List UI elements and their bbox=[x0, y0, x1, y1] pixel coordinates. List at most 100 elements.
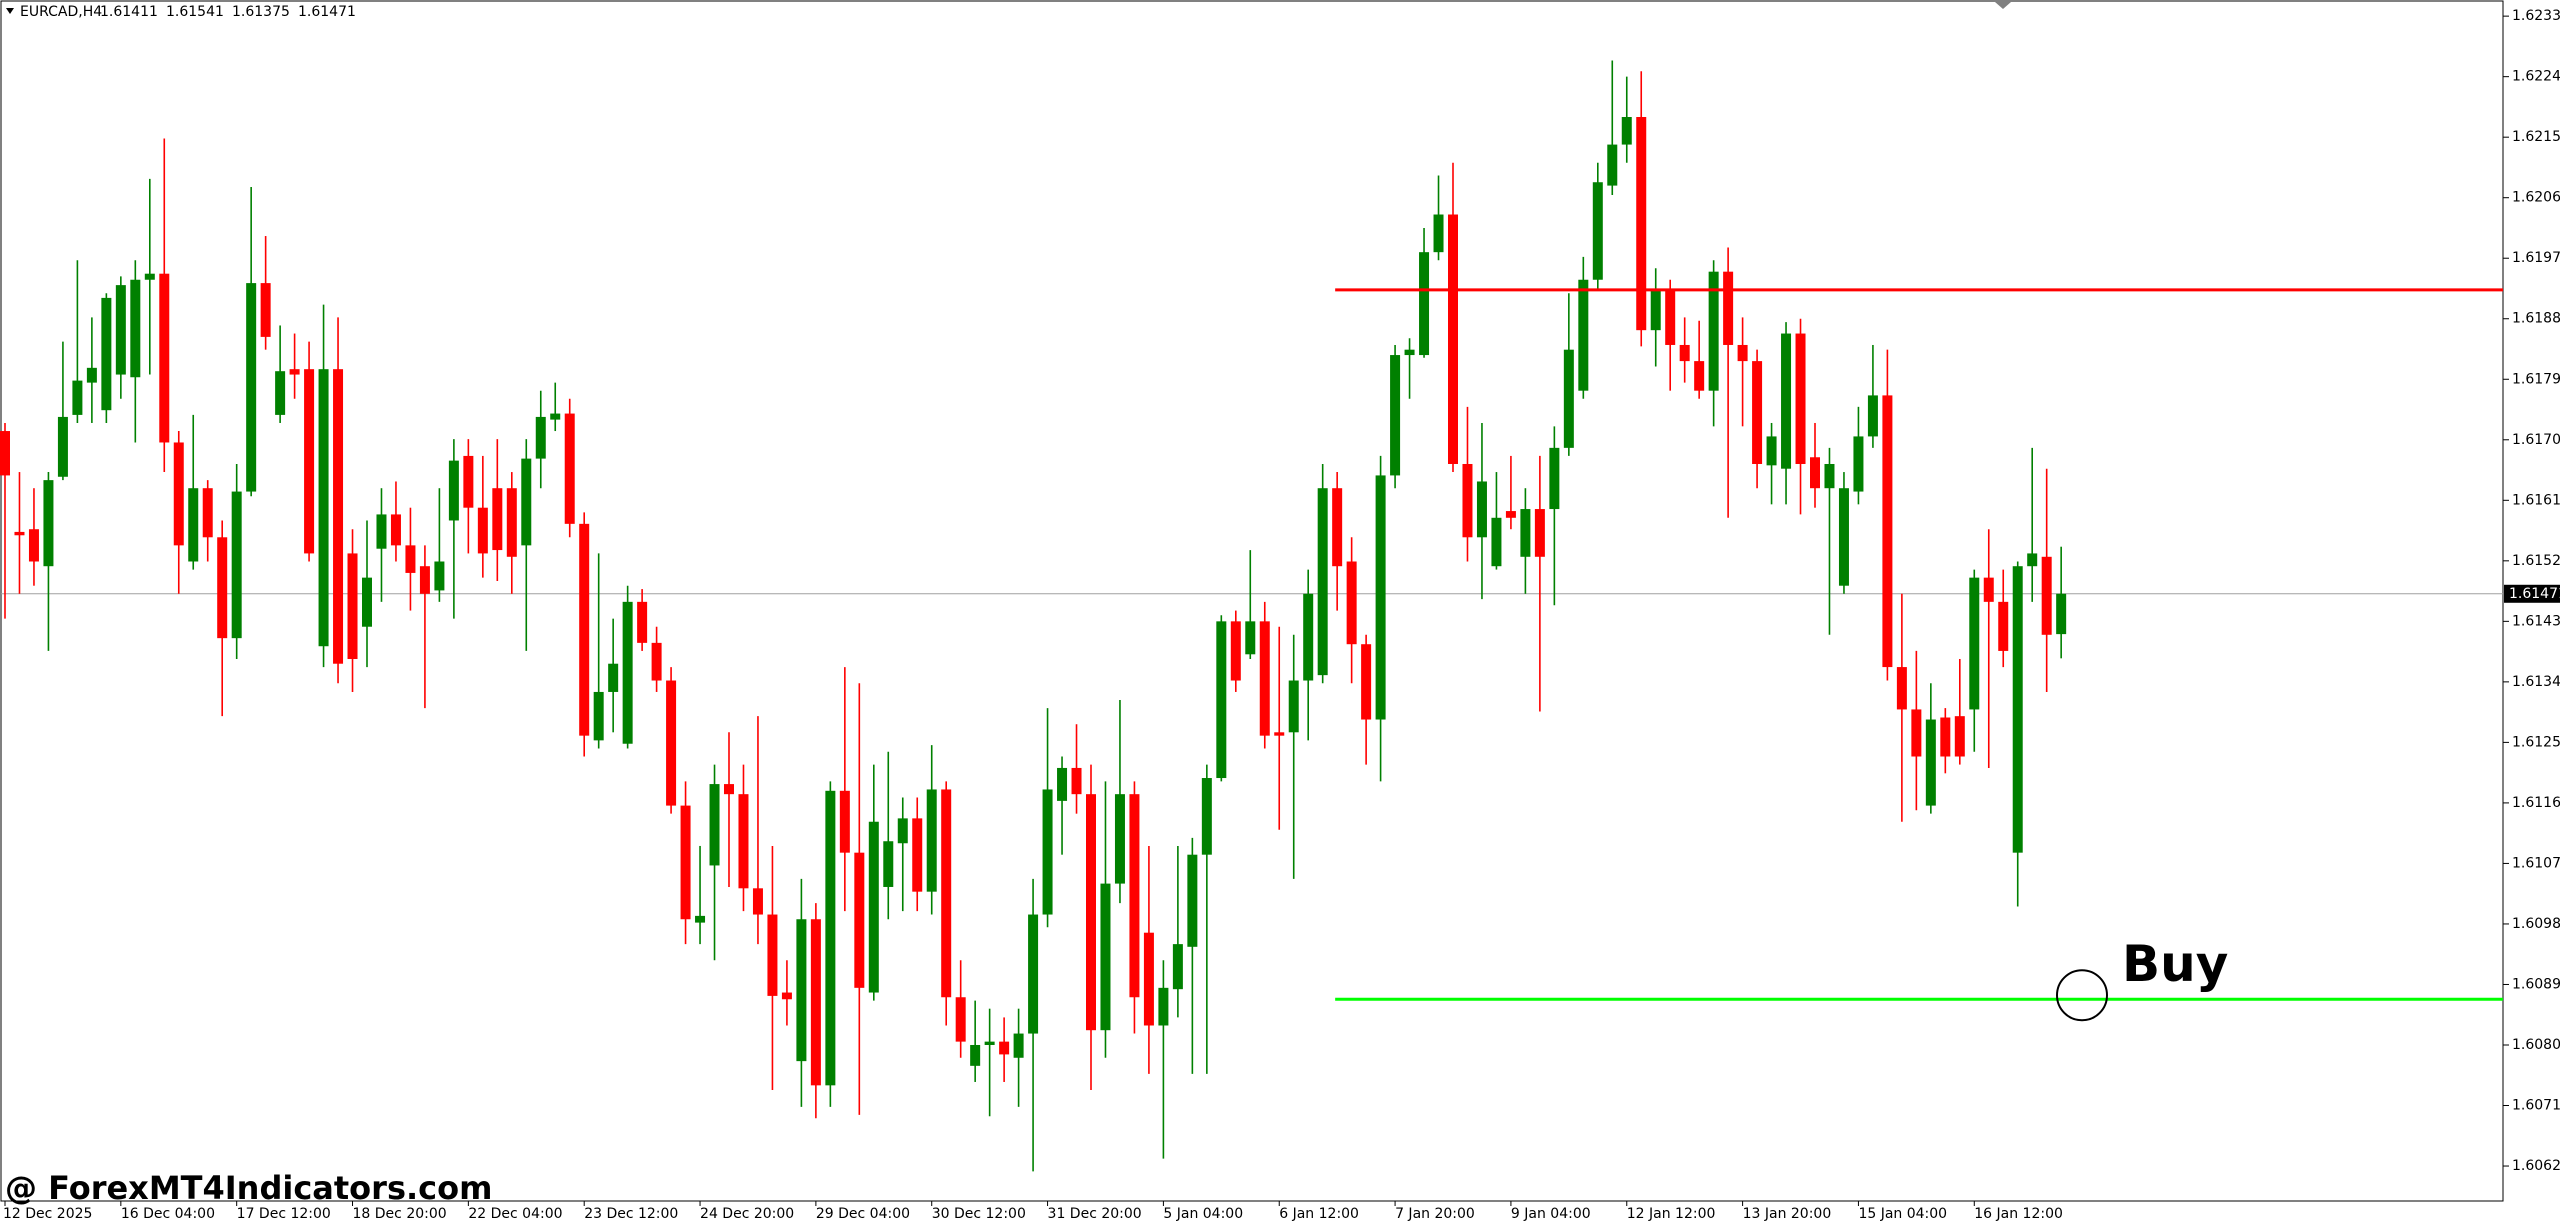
candle-body bbox=[724, 784, 734, 795]
candle-body bbox=[333, 369, 344, 664]
x-tick-label: 7 Jan 20:00 bbox=[1395, 1206, 1475, 1222]
candle-body bbox=[999, 1041, 1010, 1055]
x-tick-label: 29 Dec 04:00 bbox=[816, 1206, 910, 1222]
candle-body bbox=[1578, 279, 1589, 391]
x-tick-label: 24 Dec 20:00 bbox=[700, 1206, 794, 1222]
x-tick-label: 12 Dec 2025 bbox=[3, 1206, 92, 1222]
candle-body bbox=[159, 273, 170, 443]
candle-body bbox=[535, 416, 546, 459]
candle-body bbox=[2056, 593, 2067, 635]
candle-body bbox=[1419, 252, 1430, 356]
x-tick-label: 31 Dec 20:00 bbox=[1048, 1206, 1142, 1222]
candle-body bbox=[492, 488, 503, 551]
candle-body bbox=[1665, 289, 1676, 345]
candle-body bbox=[188, 488, 199, 562]
candle-body bbox=[984, 1041, 995, 1045]
candle-body bbox=[1896, 667, 1907, 710]
y-tick-label: 1.60620 bbox=[2512, 1158, 2560, 1174]
candle-body bbox=[1607, 144, 1618, 186]
candle-body bbox=[1505, 511, 1516, 518]
candle-body bbox=[579, 523, 590, 736]
x-tick-label: 22 Dec 04:00 bbox=[468, 1206, 562, 1222]
candle-body bbox=[1042, 789, 1053, 915]
candle-body bbox=[376, 514, 387, 549]
candle-body bbox=[1853, 436, 1864, 492]
candle-body bbox=[463, 455, 474, 508]
symbol-label: EURCAD,H4 bbox=[20, 4, 102, 20]
candle-body bbox=[564, 413, 575, 524]
candle-body bbox=[752, 888, 763, 915]
x-tick-label: 16 Jan 12:00 bbox=[1974, 1206, 2063, 1222]
candle-body bbox=[231, 491, 242, 639]
candle-body bbox=[246, 283, 257, 492]
candle-body bbox=[1824, 463, 1835, 489]
candle-body bbox=[1303, 593, 1314, 681]
candle-body bbox=[434, 561, 445, 591]
last-price-box bbox=[2504, 584, 2560, 603]
candle-body bbox=[115, 285, 126, 375]
y-tick-label: 1.60710 bbox=[2512, 1098, 2560, 1114]
candle-body bbox=[1013, 1033, 1024, 1058]
candle-body bbox=[666, 680, 677, 806]
y-tick-label: 1.61070 bbox=[2512, 855, 2560, 871]
x-tick-label: 9 Jan 04:00 bbox=[1511, 1206, 1591, 1222]
candle-body bbox=[1129, 794, 1140, 998]
candle-body bbox=[810, 919, 821, 1086]
candle-body bbox=[1404, 349, 1415, 356]
candle-body bbox=[1216, 621, 1227, 779]
candle-body bbox=[521, 458, 532, 546]
candle-body bbox=[1940, 717, 1951, 757]
candle-body bbox=[130, 279, 141, 378]
candle-body bbox=[1259, 621, 1270, 736]
candle-body bbox=[1274, 732, 1285, 736]
candle-body bbox=[506, 488, 517, 557]
candle-body bbox=[608, 663, 619, 692]
candle-body bbox=[1346, 561, 1357, 645]
candle-body bbox=[1737, 344, 1748, 362]
candle-body bbox=[1983, 577, 1994, 602]
candle-body bbox=[318, 369, 329, 647]
candle-body bbox=[1057, 767, 1068, 801]
buy-annotation: Buy bbox=[2122, 935, 2228, 993]
candle-body bbox=[1810, 457, 1820, 489]
candle-body bbox=[695, 915, 706, 923]
candle-body bbox=[347, 553, 358, 660]
x-tick-label: 17 Dec 12:00 bbox=[237, 1206, 331, 1222]
candle-body bbox=[1433, 214, 1444, 253]
candle-body bbox=[941, 789, 952, 998]
candle-body bbox=[868, 821, 879, 993]
candle-body bbox=[202, 488, 213, 538]
candle-body bbox=[781, 992, 792, 1000]
candle-body bbox=[362, 577, 372, 627]
y-tick-label: 1.62060 bbox=[2512, 190, 2560, 206]
candle-body bbox=[1201, 778, 1212, 855]
candle-body bbox=[622, 601, 633, 744]
x-tick-label: 18 Dec 20:00 bbox=[353, 1206, 447, 1222]
y-tick-label: 1.61880 bbox=[2512, 311, 2560, 327]
candle-body bbox=[1534, 509, 1545, 557]
candle-body bbox=[1172, 944, 1183, 990]
header-open: 1.61411 bbox=[100, 4, 158, 20]
candle-body bbox=[1708, 271, 1719, 391]
candle-body bbox=[390, 514, 401, 546]
x-tick-label: 16 Dec 04:00 bbox=[121, 1206, 215, 1222]
candle-body bbox=[1867, 395, 1878, 437]
candle-body bbox=[767, 914, 778, 996]
plot-layer bbox=[0, 60, 2503, 1172]
candle-body bbox=[1448, 214, 1458, 464]
candle-body bbox=[1636, 117, 1647, 331]
y-tick-label: 1.62150 bbox=[2512, 129, 2560, 145]
candle-body bbox=[419, 566, 430, 594]
candle-body bbox=[1679, 344, 1690, 362]
candle-body bbox=[926, 789, 937, 892]
watermark: @ ForexMT4Indicators.com bbox=[5, 1169, 492, 1207]
candle-body bbox=[1071, 767, 1082, 795]
candle-body bbox=[173, 442, 184, 546]
header-low: 1.61375 bbox=[232, 4, 290, 20]
candle-body bbox=[1187, 854, 1198, 947]
candle-body bbox=[1998, 601, 2009, 651]
candle-body bbox=[1245, 621, 1256, 655]
signal-circle bbox=[2056, 969, 2108, 1022]
scroll-marker bbox=[1995, 2, 2011, 9]
header-high: 1.61541 bbox=[166, 4, 224, 20]
